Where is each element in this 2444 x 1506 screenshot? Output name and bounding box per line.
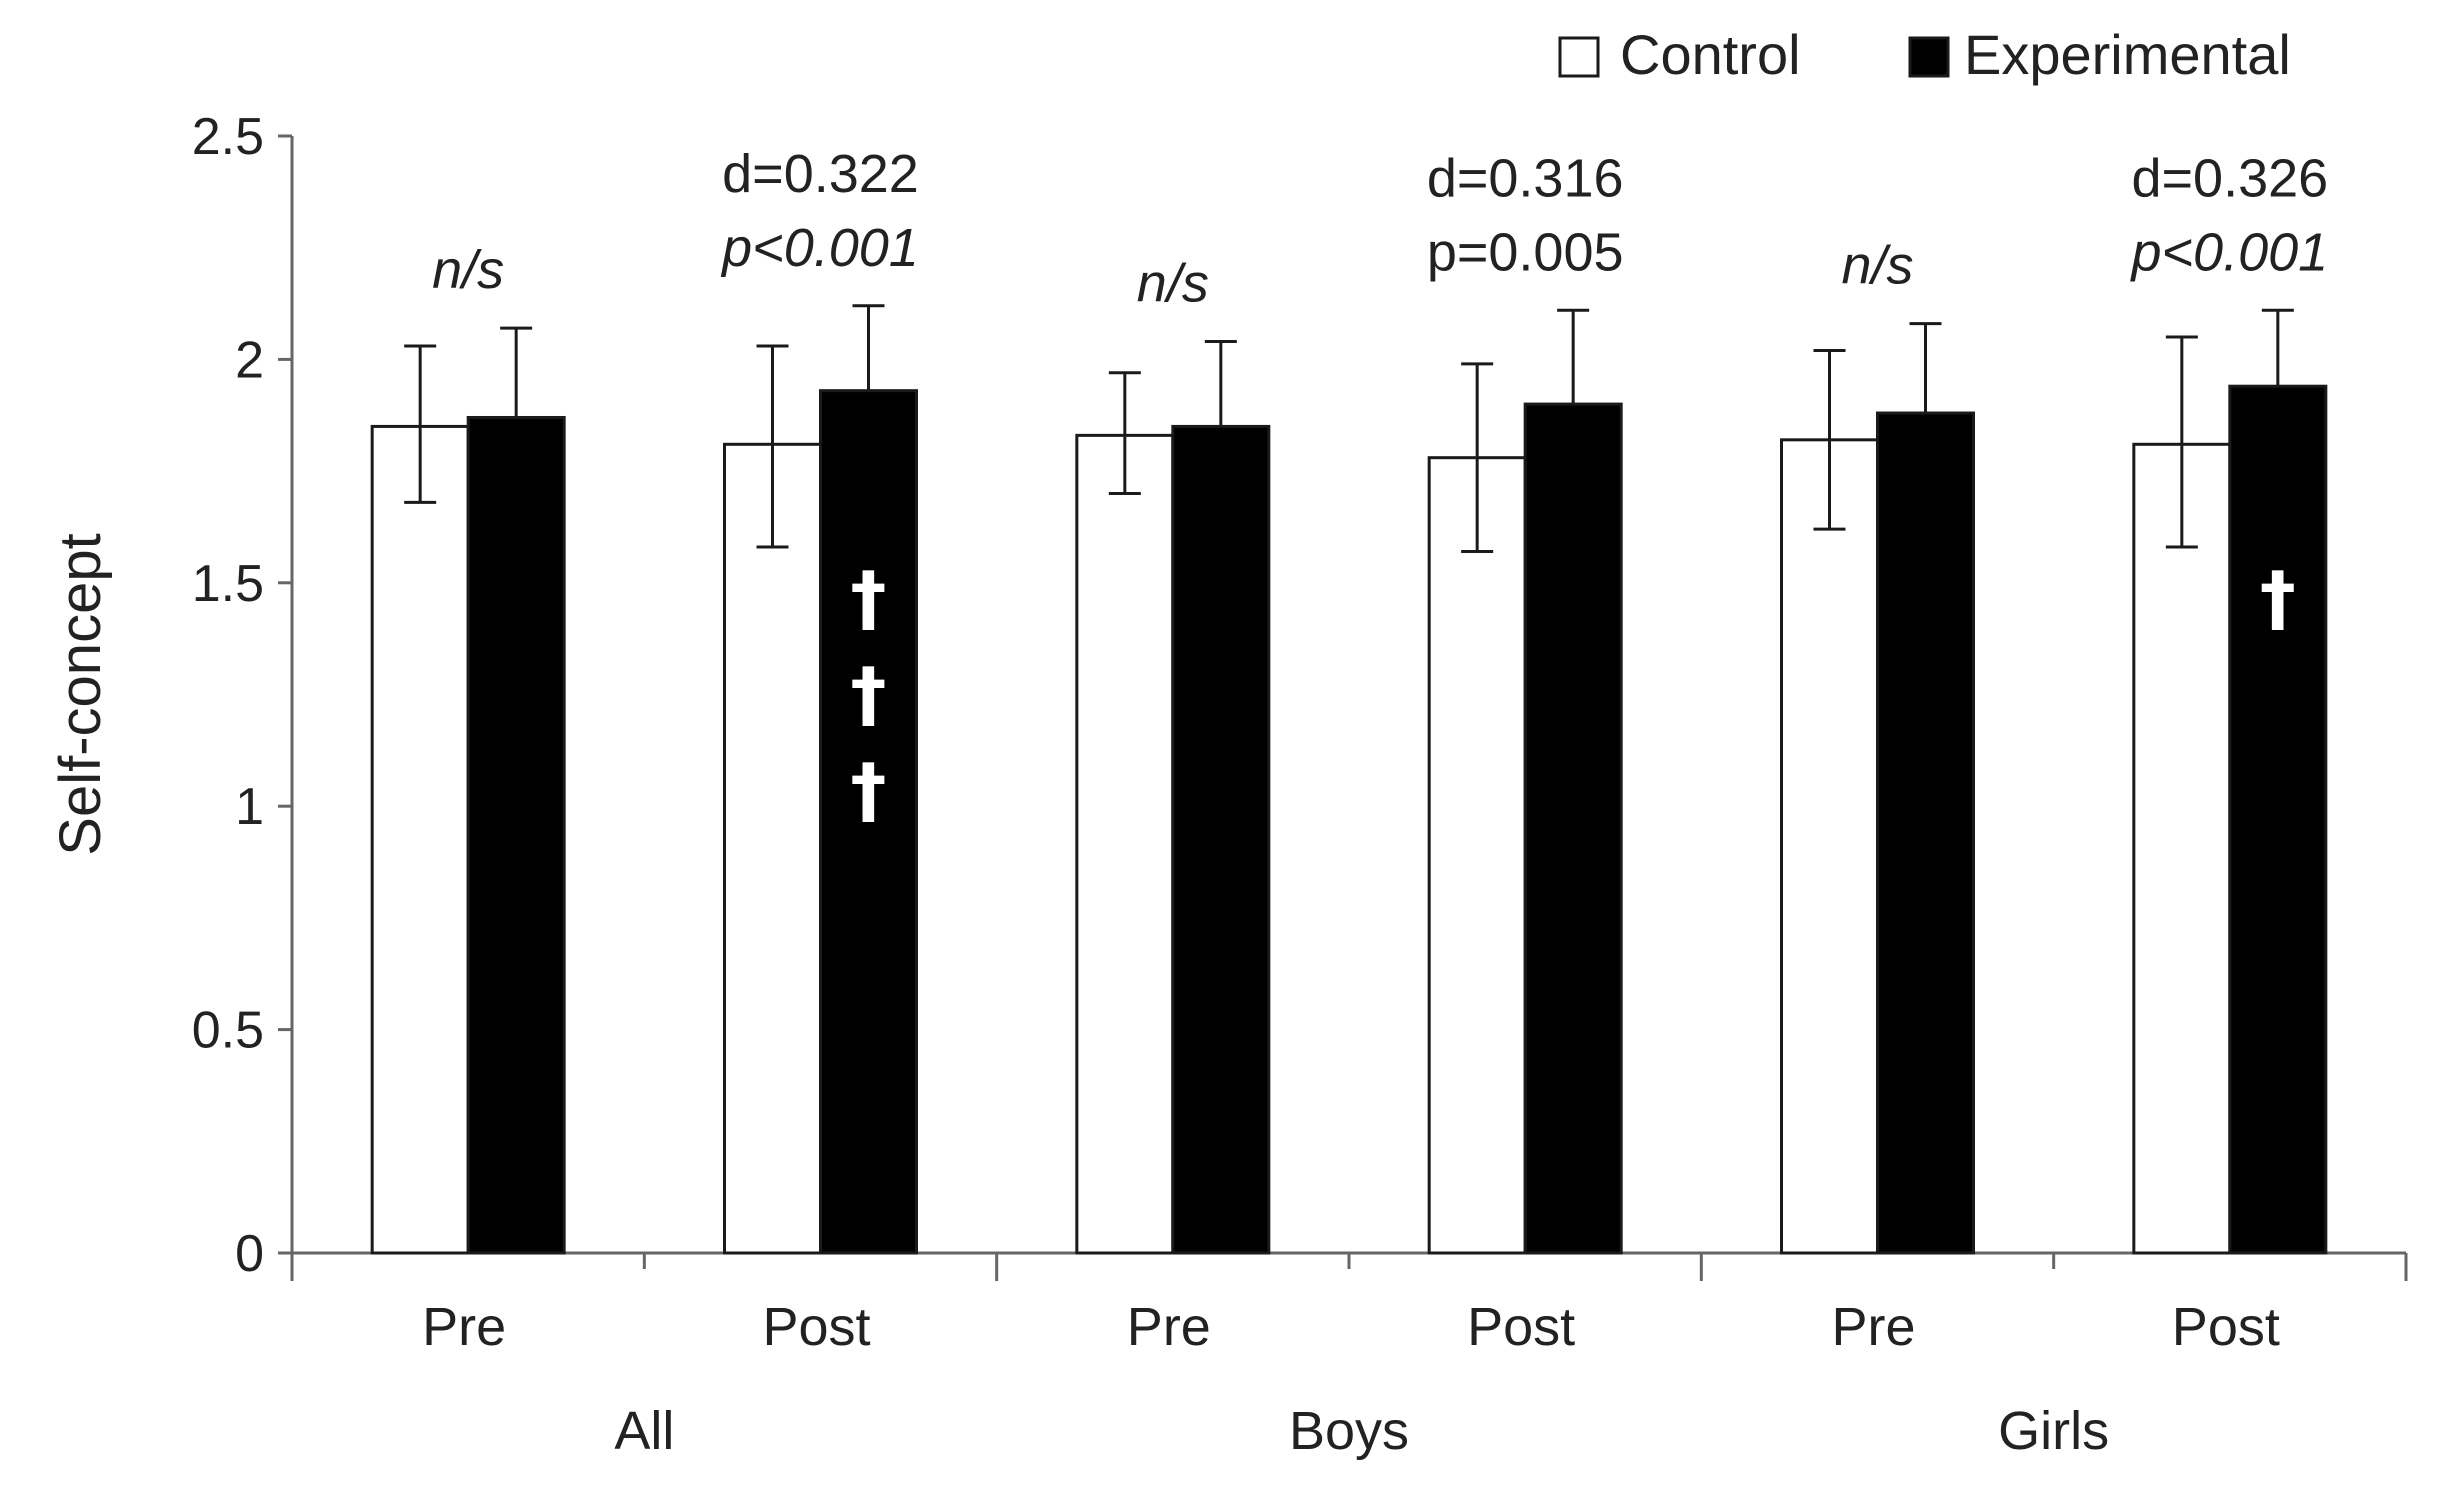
legend-swatch-experimental [1908,36,1950,78]
x-tick-label: Pre [1127,1297,1211,1357]
significance-annotation: p<0.001 [2129,222,2328,282]
significance-annotation: n/s [1137,254,1209,314]
dagger-marker: † [851,556,887,640]
x-tick-label: Post [2172,1297,2280,1357]
bar-control [370,424,470,1255]
dagger-marker: † [851,652,887,736]
bar-control [1427,456,1527,1255]
bar-control [2132,442,2232,1255]
significance-annotation: n/s [1841,236,1913,296]
x-tick-label: Post [1467,1297,1575,1357]
bar-experimental [466,415,566,1255]
y-tick-label: 1.5 [192,555,264,613]
y-tick-label: 2 [235,331,264,389]
significance-annotation: d=0.316 [1427,148,1624,208]
bar-control [1075,433,1175,1255]
x-group-label: Girls [1998,1401,2109,1461]
significance-annotation: p<0.001 [720,218,919,278]
dagger-marker: † [851,748,887,832]
x-tick-label: Post [762,1297,870,1357]
legend-label-experimental: Experimental [1964,23,2291,86]
x-group-label: All [614,1401,674,1461]
y-tick-label: 0.5 [192,1002,264,1060]
dagger-marker: † [2260,556,2296,640]
legend-swatch-control [1558,36,1600,78]
y-tick-label: 2.5 [192,108,264,166]
significance-annotation: d=0.326 [2131,148,2328,208]
significance-annotation: n/s [432,240,504,300]
bar-experimental [2228,384,2328,1255]
y-tick-label: 1 [235,778,264,836]
x-tick-label: Pre [422,1297,506,1357]
bar-experimental [1171,424,1271,1255]
bar-experimental [1523,402,1623,1255]
bar-experimental [1876,411,1975,1255]
legend-label-control: Control [1620,23,1801,86]
bar-experimental [819,389,918,1255]
x-tick-label: Pre [1831,1297,1915,1357]
bar-control [1780,438,1879,1255]
significance-annotation: p=0.005 [1427,222,1624,282]
bar-control [723,442,822,1255]
y-tick-label: 0 [235,1225,264,1283]
y-axis-label: Self-concept [48,533,113,855]
significance-annotation: d=0.322 [722,144,919,204]
x-group-label: Boys [1289,1401,1409,1461]
